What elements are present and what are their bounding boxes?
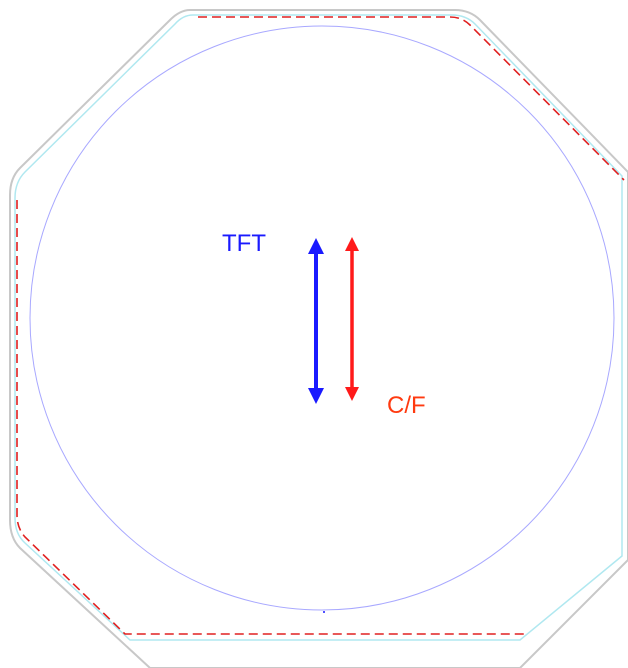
octagon-outline: [9, 9, 628, 668]
dashed-boundary: [16, 16, 625, 635]
center-mark: [323, 611, 325, 613]
octagon-inner-outline: [14, 14, 623, 641]
cf-label: C/F: [387, 392, 426, 419]
tft-label: TFT: [222, 230, 266, 257]
circle-outline: [29, 25, 615, 611]
